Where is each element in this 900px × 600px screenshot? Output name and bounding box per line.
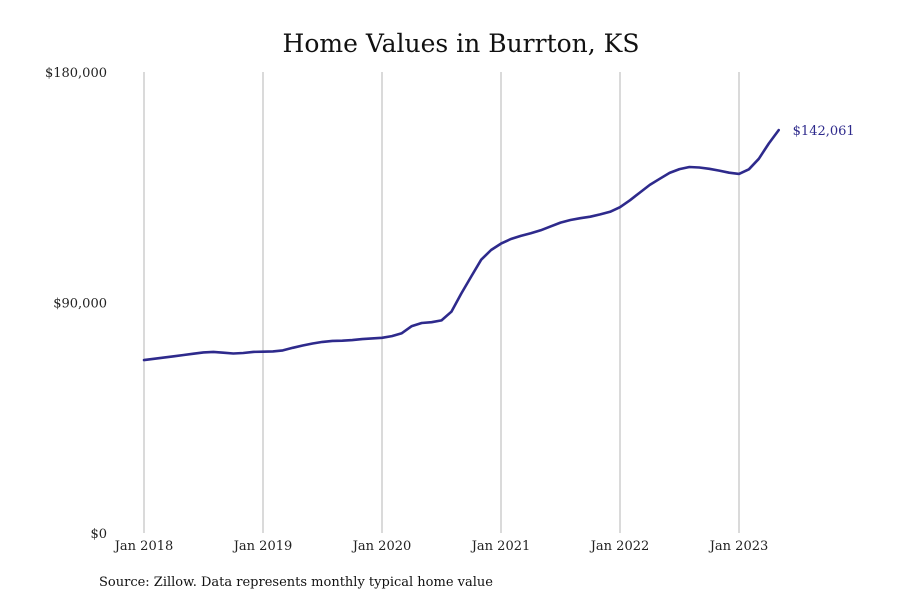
x-tick-label: Jan 2018 — [113, 539, 174, 554]
x-tick-label: Jan 2022 — [589, 539, 650, 554]
x-axis-ticks: Jan 2018 Jan 2019 Jan 2020 Jan 2021 Jan 2022… — [113, 539, 769, 554]
y-tick-label: $0 — [90, 527, 107, 542]
y-tick-label: $180,000 — [45, 66, 107, 81]
end-value-label: $142,061 — [793, 124, 855, 139]
x-tick-label: Jan 2023 — [708, 539, 769, 554]
y-axis-ticks: $0 $90,000 $180,000 — [45, 66, 107, 542]
series-group: $142,061 — [142, 124, 855, 362]
x-tick-label: Jan 2020 — [351, 539, 412, 554]
series-line-0 — [142, 128, 780, 362]
gridlines — [143, 72, 740, 533]
y-tick-label: $90,000 — [53, 297, 107, 312]
source-note: Source: Zillow. Data represents monthly … — [99, 575, 493, 590]
x-tick-label: Jan 2021 — [470, 539, 531, 554]
x-tick-label: Jan 2019 — [232, 539, 293, 554]
chart-title: Home Values in Burrton, KS — [283, 29, 640, 58]
